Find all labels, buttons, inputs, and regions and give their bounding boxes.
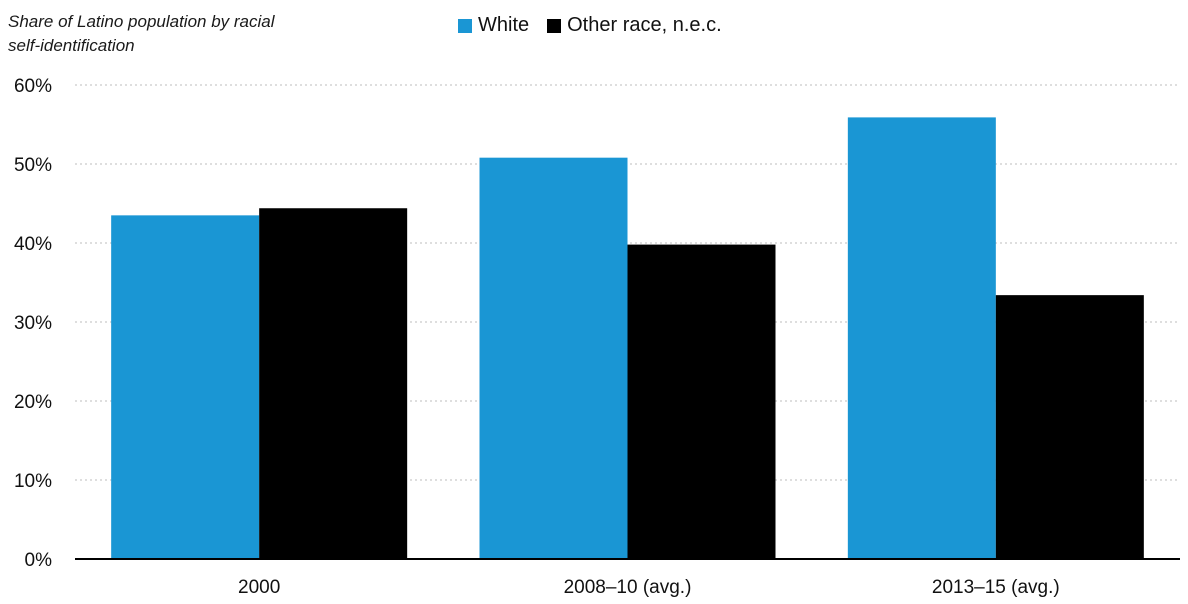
x-tick-label-0: 2000 (238, 577, 280, 598)
y-tick-label-50: 50% (14, 155, 52, 176)
x-tick-label-2: 2013–15 (avg.) (932, 577, 1060, 598)
legend: White Other race, n.e.c. (458, 14, 722, 37)
y-tick-label-20: 20% (14, 392, 52, 413)
bar-white-2 (847, 117, 996, 559)
bar-other-race-0 (259, 208, 408, 560)
y-tick-label-40: 40% (14, 234, 52, 255)
legend-label-white: White (478, 14, 530, 36)
legend-label-other-race: Other race, n.e.c. (567, 14, 722, 36)
y-axis-label-line-1: Share of Latino population by racial (8, 12, 275, 31)
y-tick-label-10: 10% (14, 471, 52, 492)
bar-white-1 (479, 157, 628, 559)
legend-swatch-other-race (547, 18, 562, 33)
bar-other-race-1 (627, 244, 776, 559)
y-tick-label-0: 0% (25, 550, 53, 571)
y-axis-label-line-2: self-identification (8, 36, 135, 55)
x-tick-label-1: 2008–10 (avg.) (564, 577, 692, 598)
legend-item-white: White (458, 14, 529, 37)
bar-other-race-2 (995, 295, 1144, 559)
bar-white-0 (111, 215, 260, 559)
y-tick-label-30: 30% (14, 313, 52, 334)
legend-item-other-race: Other race, n.e.c. (547, 14, 722, 37)
y-tick-label-60: 60% (14, 76, 52, 97)
legend-swatch-white (458, 18, 472, 33)
